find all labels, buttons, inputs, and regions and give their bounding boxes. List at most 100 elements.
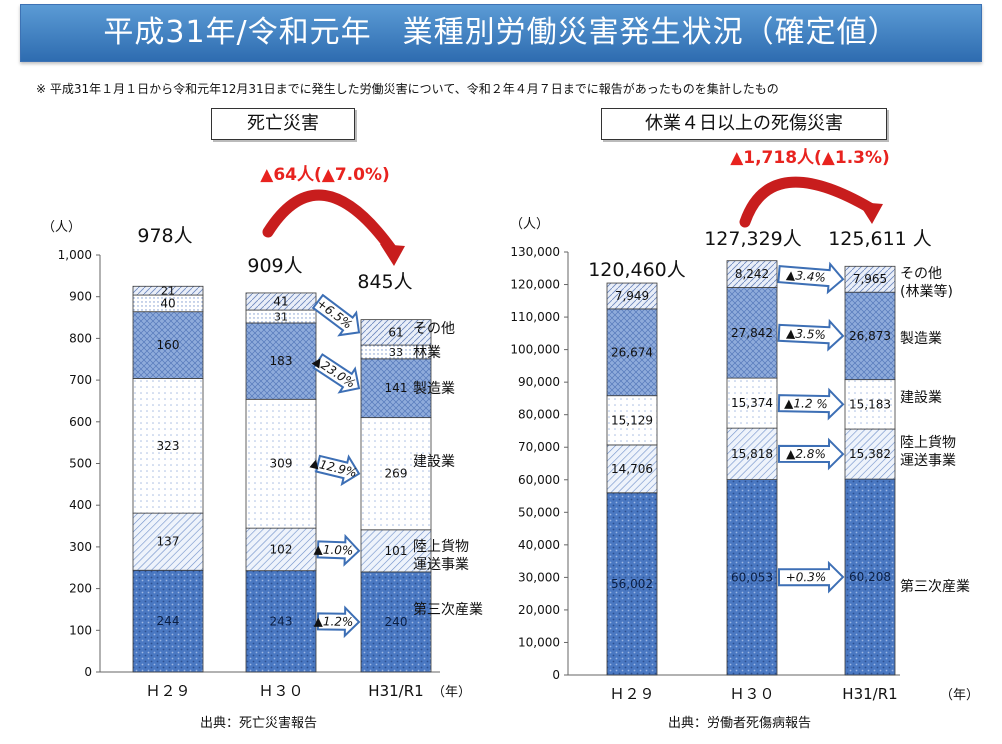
legend-label: 製造業 <box>900 331 942 347</box>
x-tick-label: Ｈ３０ <box>729 685 774 703</box>
arrow-shape <box>316 533 361 567</box>
bar-segment <box>726 287 778 379</box>
bar-segment <box>132 512 204 571</box>
y-tick-label: 900 <box>69 290 92 304</box>
data-label: 323 <box>157 439 180 453</box>
chart-right-title: 休業４日以上の死傷災害 <box>601 108 887 140</box>
bar-segment <box>606 308 658 397</box>
x-tick-label: H31/R1 <box>842 685 897 703</box>
x-tick-label: Ｈ３０ <box>258 682 303 700</box>
legend-label: 林業 <box>413 345 441 361</box>
bar-segment <box>360 571 432 673</box>
data-label: 141 <box>385 381 408 395</box>
data-label: 7,965 <box>853 272 887 286</box>
change-arrow: ▲2.8% <box>777 437 845 471</box>
data-label: 243 <box>270 614 293 628</box>
y-tick-label: 90,000 <box>518 375 560 389</box>
change-arrow: +6.5% <box>311 293 361 337</box>
legend-label: 製造業 <box>413 381 455 397</box>
data-label: 40 <box>160 296 175 310</box>
y-tick-label: 0 <box>84 665 92 679</box>
bar-segment <box>245 398 317 529</box>
y-tick-label: 70,000 <box>518 440 560 454</box>
change-label: ▲1.2 % <box>784 396 828 411</box>
bar-segment <box>726 260 778 288</box>
x-axis-label: （年） <box>432 685 471 700</box>
bar-segment <box>132 569 204 673</box>
y-axis-label: （人） <box>510 217 549 232</box>
x-tick-label: H31/R1 <box>368 682 423 700</box>
y-tick-label: 700 <box>69 373 92 387</box>
change-arrow: ▲3.4% <box>777 261 845 295</box>
total-label: 978人 <box>137 225 192 247</box>
bar-segment <box>360 319 432 346</box>
y-tick-label: 100 <box>69 623 92 637</box>
y-tick-label: 200 <box>69 582 92 596</box>
y-tick-label: 120,000 <box>510 278 560 292</box>
curved-arrow-right <box>739 176 876 228</box>
data-label: 15,374 <box>731 396 773 410</box>
total-change-label: ▲64人(▲7.0%) <box>260 165 390 185</box>
total-change-label: ▲1,718人(▲1.3%) <box>730 148 890 168</box>
legend-label: 陸上貨物運送事業 <box>413 538 469 573</box>
bar-segment <box>844 379 896 430</box>
bar-segment <box>844 265 896 293</box>
bar-segment <box>360 358 432 419</box>
data-label: 41 <box>273 294 288 308</box>
bar-segment <box>726 377 778 429</box>
data-label: 160 <box>157 338 180 352</box>
bar-segment <box>726 479 778 676</box>
bar-segment <box>132 285 204 296</box>
legend-label: その他 <box>413 321 455 337</box>
bar-segment <box>245 527 317 572</box>
arrow-shape <box>316 605 361 639</box>
source-right: 出典：労働者死傷病報告 <box>668 716 812 731</box>
data-label: 60,208 <box>849 570 891 584</box>
curved-arrow-left <box>262 189 398 256</box>
legend-label: その他(林業等) <box>900 266 953 300</box>
bar-segment <box>132 378 204 514</box>
y-tick-label: 600 <box>69 415 92 429</box>
x-tick-label: Ｈ２９ <box>609 685 654 703</box>
total-label: 909人 <box>247 255 302 277</box>
bar-segment <box>844 428 896 480</box>
y-tick-label: 10,000 <box>518 635 560 649</box>
data-label: 183 <box>270 354 293 368</box>
change-label: +0.3% <box>786 570 827 584</box>
legend-label: 第三次産業 <box>900 578 970 595</box>
y-tick-label: 100,000 <box>510 343 560 357</box>
y-tick-label: 400 <box>69 498 92 512</box>
data-label: 61 <box>388 325 403 339</box>
y-tick-label: 110,000 <box>510 310 560 324</box>
curved-arrow-left-head <box>380 244 405 266</box>
x-tick-label: Ｈ２９ <box>145 682 190 700</box>
arrow-shape <box>777 387 845 421</box>
bar-segment <box>245 570 317 673</box>
data-label: 244 <box>157 614 180 628</box>
change-arrow: +0.3% <box>777 560 845 594</box>
data-label: 60,053 <box>731 570 773 584</box>
change-arrow: ▲1.2 % <box>777 387 845 421</box>
y-tick-label: 20,000 <box>518 603 560 617</box>
page-title: 平成31年/令和元年 業種別労働災害発生状況（確定値） <box>103 15 899 50</box>
title-banner: 平成31年/令和元年 業種別労働災害発生状況（確定値） <box>20 4 982 62</box>
data-label: 26,674 <box>611 345 653 359</box>
data-label: 101 <box>385 544 408 558</box>
y-tick-label: 300 <box>69 540 92 554</box>
bar-segment <box>132 311 204 379</box>
arrow-shape <box>777 560 845 594</box>
y-tick-label: 30,000 <box>518 570 560 584</box>
change-label: ▲23.0% <box>311 353 358 391</box>
y-tick-label: 1,000 <box>58 248 92 262</box>
bar-segment <box>245 292 317 311</box>
change-label: ▲1.2% <box>314 614 354 629</box>
data-label: 15,818 <box>731 447 773 461</box>
change-arrow: ▲12.9% <box>309 454 361 487</box>
x-axis-label: （年） <box>940 688 979 703</box>
data-label: 309 <box>270 457 293 471</box>
change-label: ▲1.0% <box>313 542 353 557</box>
y-tick-label: 50,000 <box>518 505 560 519</box>
legend-label: 建設業 <box>900 390 942 406</box>
data-label: 137 <box>157 535 180 549</box>
